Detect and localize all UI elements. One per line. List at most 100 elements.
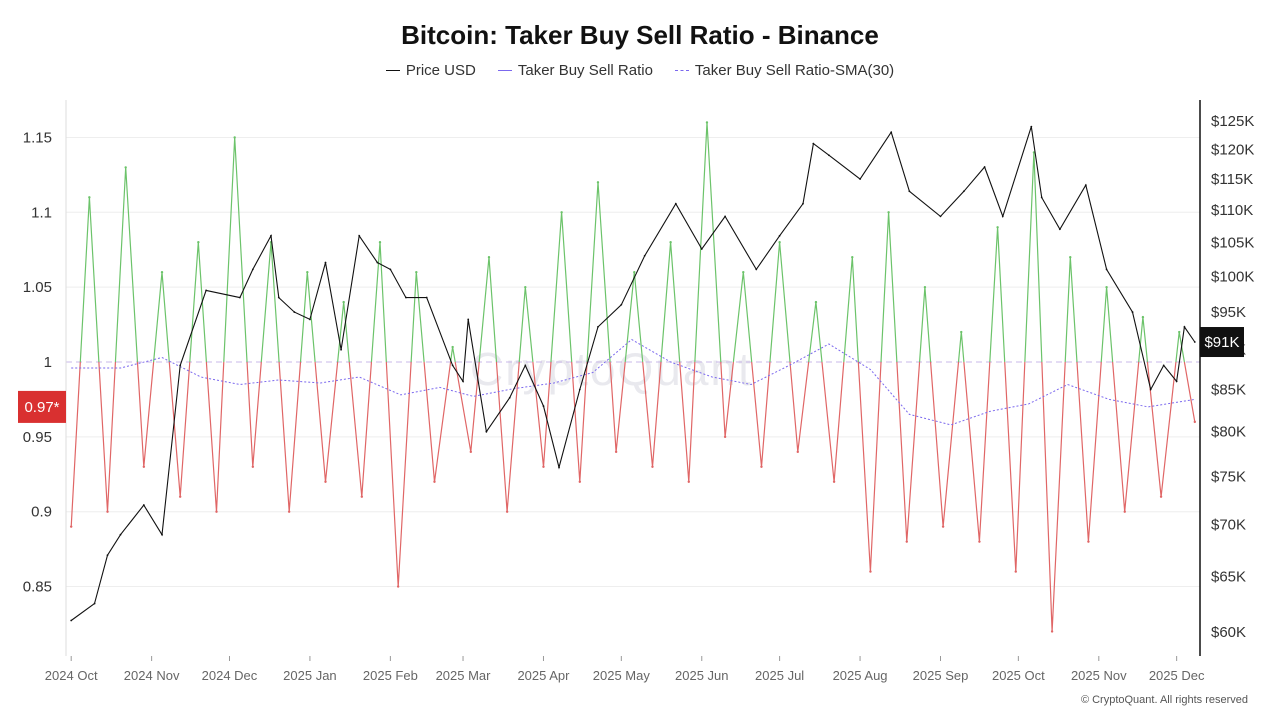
ratio-point bbox=[287, 510, 291, 513]
price-point bbox=[962, 190, 965, 193]
price-point bbox=[451, 364, 454, 367]
ratio-point bbox=[687, 480, 690, 483]
ratio-point bbox=[505, 510, 509, 513]
ratio-point bbox=[124, 166, 127, 169]
right-tick-label: $125K bbox=[1211, 113, 1254, 130]
price-point bbox=[578, 388, 581, 391]
price-point bbox=[1105, 268, 1108, 271]
x-tick-label: 2025 Sep bbox=[913, 668, 969, 683]
price-point bbox=[462, 380, 464, 383]
ratio-point bbox=[669, 241, 672, 244]
price-point bbox=[376, 261, 379, 264]
legend-label-price: Price USD bbox=[405, 62, 476, 79]
ratio-point bbox=[796, 450, 799, 454]
price-point bbox=[828, 154, 830, 157]
price-point bbox=[358, 234, 361, 237]
current-ratio-label: 0.97* bbox=[24, 399, 59, 416]
price-point bbox=[93, 602, 96, 605]
ratio-point bbox=[887, 211, 890, 214]
price-point bbox=[238, 296, 241, 299]
price-point bbox=[70, 619, 73, 622]
ratio-point bbox=[1105, 285, 1108, 289]
price-point bbox=[161, 533, 163, 536]
ratio-point bbox=[1193, 420, 1197, 424]
right-tick-label: $85K bbox=[1211, 382, 1246, 399]
ratio-point bbox=[324, 480, 327, 483]
ratio-point bbox=[160, 270, 164, 274]
ratio-point bbox=[1069, 256, 1072, 259]
ratio-point bbox=[1159, 495, 1163, 498]
ratio-point bbox=[869, 570, 872, 573]
price-point bbox=[724, 215, 727, 218]
ratio-point bbox=[996, 226, 999, 229]
ratio-point bbox=[1178, 330, 1181, 334]
price-point bbox=[524, 364, 527, 367]
price-point bbox=[1175, 380, 1178, 383]
price-point bbox=[812, 142, 815, 145]
price-point bbox=[405, 296, 407, 299]
x-tick-label: 2024 Nov bbox=[124, 668, 180, 683]
x-tick-label: 2025 May bbox=[593, 668, 651, 683]
ratio-point bbox=[651, 465, 654, 468]
price-line bbox=[70, 126, 1196, 621]
price-point bbox=[620, 303, 623, 306]
x-tick-label: 2024 Oct bbox=[45, 668, 98, 683]
left-tick-label: 1 bbox=[44, 354, 52, 371]
price-point bbox=[558, 466, 560, 469]
right-tick-label: $70K bbox=[1211, 517, 1246, 534]
legend-swatch-sma bbox=[674, 70, 689, 71]
sma-line bbox=[71, 338, 1195, 426]
chart-title: Bitcoin: Taker Buy Sell Ratio - Binance bbox=[401, 20, 879, 50]
price-point bbox=[1040, 196, 1043, 199]
ratio-point bbox=[814, 300, 818, 304]
ratio-point bbox=[215, 510, 218, 513]
price-point bbox=[389, 268, 392, 271]
right-tick-label: $100K bbox=[1211, 268, 1254, 285]
ratio-point bbox=[596, 181, 600, 184]
x-tick-label: 2024 Dec bbox=[202, 668, 258, 683]
x-tick-label: 2025 Jan bbox=[283, 668, 337, 683]
price-point bbox=[1131, 311, 1134, 313]
price-point bbox=[700, 248, 703, 250]
price-point bbox=[890, 131, 893, 134]
price-point bbox=[270, 234, 272, 237]
x-tick-label: 2025 Jul bbox=[755, 668, 804, 683]
ratio-line-below bbox=[70, 362, 1196, 632]
ratio-point bbox=[360, 495, 364, 498]
ratio-point bbox=[705, 121, 709, 124]
x-tick-label: 2025 Feb bbox=[363, 668, 418, 683]
ratio-point bbox=[1087, 540, 1090, 543]
ratio-point bbox=[306, 270, 309, 274]
ratio-point bbox=[978, 540, 981, 543]
price-point bbox=[309, 318, 311, 321]
price-point bbox=[643, 254, 646, 257]
ratio-point bbox=[469, 450, 473, 454]
ratio-point bbox=[1050, 630, 1054, 633]
x-tick-label: 2025 Dec bbox=[1149, 668, 1205, 683]
ratio-point bbox=[378, 241, 382, 244]
legend-item-price[interactable]: Price USD bbox=[385, 62, 476, 79]
price-point bbox=[674, 202, 677, 205]
legend-item-ratio[interactable]: Taker Buy Sell Ratio bbox=[497, 62, 653, 79]
x-tick-label: 2025 Aug bbox=[833, 668, 888, 683]
x-tick-label: 2025 Oct bbox=[992, 668, 1045, 683]
ratio-point bbox=[1123, 510, 1126, 513]
ratio-point bbox=[251, 465, 255, 468]
ratio-point bbox=[633, 270, 636, 274]
price-point bbox=[1193, 341, 1196, 343]
price-point bbox=[425, 296, 428, 299]
ratio-point bbox=[415, 270, 418, 274]
ratio-point bbox=[342, 300, 345, 304]
ratio-point bbox=[178, 495, 182, 498]
legend-item-sma[interactable]: Taker Buy Sell Ratio-SMA(30) bbox=[674, 62, 894, 79]
ratio-point bbox=[923, 285, 927, 289]
ratio-point bbox=[905, 540, 908, 543]
right-tick-label: $105K bbox=[1211, 234, 1254, 251]
price-point bbox=[324, 261, 327, 264]
ratio-point bbox=[832, 480, 836, 483]
price-point bbox=[1058, 228, 1061, 231]
price-point bbox=[1001, 215, 1004, 218]
ratio-point bbox=[451, 345, 454, 349]
right-tick-label: $80K bbox=[1211, 424, 1246, 441]
